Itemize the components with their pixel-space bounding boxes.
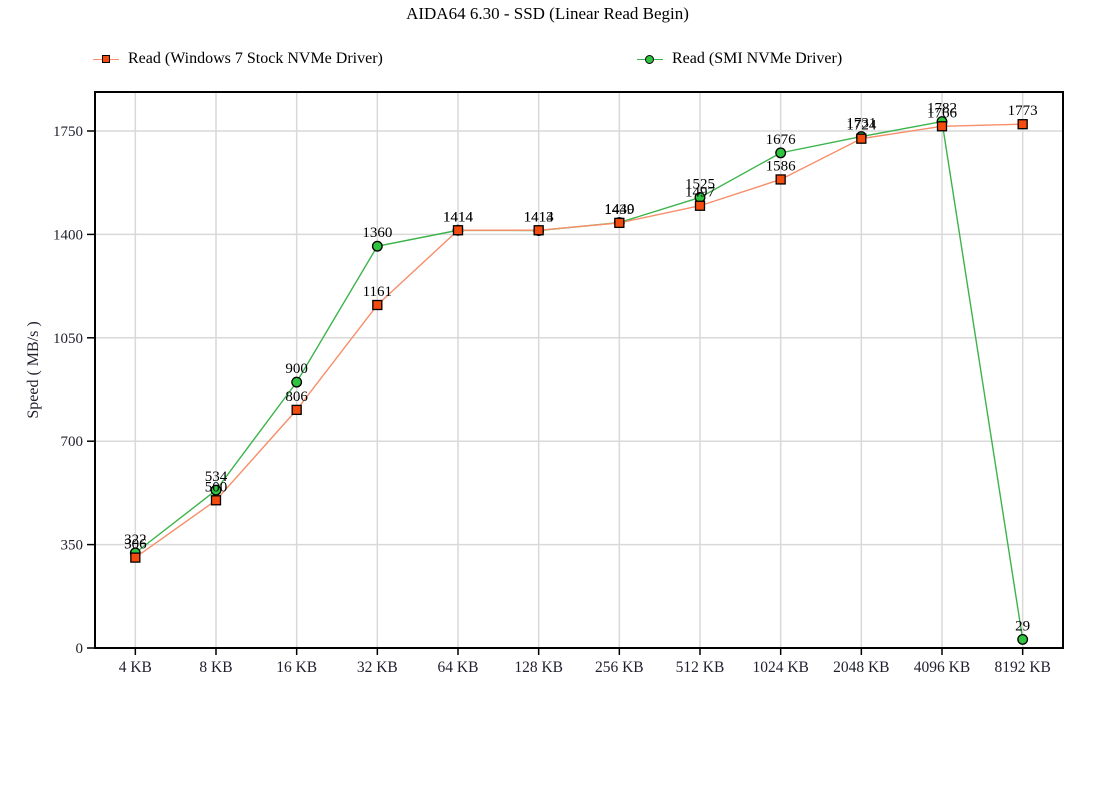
data-point-label: 322: [124, 532, 147, 548]
data-point-label: 534: [205, 469, 228, 485]
x-tick-label: 2048 KB: [833, 659, 889, 676]
data-point-marker: [614, 217, 625, 229]
data-point-label: 1724: [846, 118, 877, 134]
data-point-label: 806: [285, 389, 308, 405]
gridlines: [95, 92, 1063, 648]
x-tick-label: 32 KB: [357, 659, 398, 676]
data-point-marker: [533, 225, 544, 236]
data-point-label: 1161: [363, 284, 392, 300]
circle-marker-icon: [645, 54, 654, 64]
legend-marker-circle-icon: [637, 54, 663, 65]
x-tick-label: 4 KB: [119, 659, 152, 676]
data-point-marker: [130, 552, 141, 563]
data-point-marker: [1017, 119, 1028, 130]
axes: 0 350 700 1050 1400 1750 4 KB 8 KB 16 KB 32 KB 64 …: [53, 124, 1051, 676]
x-tick-label: 128 KB: [514, 659, 563, 676]
y-tick-label: 1400: [53, 227, 83, 243]
data-point-marker: [210, 484, 222, 496]
y-tick-label: 700: [61, 434, 84, 450]
data-point-label: 1414: [443, 209, 474, 225]
data-point-marker: [694, 200, 706, 211]
data-point-label: 1413: [524, 210, 554, 226]
data-point-label: 1525: [685, 176, 715, 192]
x-tick-label: 16 KB: [276, 659, 317, 676]
point-labels: 306 500 806 1161 1414 1414 1439 1497 1586 1724 176…: [124, 103, 1038, 552]
y-tick-label: 350: [61, 538, 84, 554]
series-line: [134, 123, 1023, 559]
data-point-marker: [371, 240, 383, 252]
data-point-label: 500: [205, 479, 228, 495]
x-tick-label: 4096 KB: [914, 659, 970, 676]
x-tick-label: 256 KB: [595, 659, 644, 676]
data-point-label: 1414: [443, 209, 474, 225]
legend-label-stock-nvme: Read (Windows 7 Stock NVMe Driver): [128, 50, 383, 67]
x-tick-label: 8192 KB: [994, 659, 1050, 676]
data-point-label: 1766: [927, 105, 958, 121]
y-axis-title: Speed ( MB/s ): [25, 321, 42, 418]
plot-frame: [94, 91, 1064, 649]
data-point-label: 1773: [1008, 103, 1038, 119]
data-point-marker: [291, 404, 302, 416]
legend-label-smi-nvme: Read (SMI NVMe Driver): [672, 50, 843, 67]
series-circle: [129, 116, 1029, 645]
data-point-label: 1782: [927, 101, 957, 117]
square-marker-icon: [102, 55, 110, 63]
data-point-marker: [210, 495, 222, 506]
x-tick-label: 1024 KB: [752, 659, 808, 676]
data-point-label: 1360: [362, 225, 392, 241]
data-point-label: 1676: [766, 132, 797, 148]
data-point-marker: [372, 299, 383, 311]
data-point-marker: [1017, 633, 1029, 645]
data-point-marker: [775, 174, 786, 185]
y-tick-label: 0: [76, 641, 84, 657]
data-point-label: 29: [1015, 618, 1030, 634]
data-point-marker: [936, 121, 948, 132]
x-tick-label: 512 KB: [676, 659, 725, 676]
data-point-marker: [775, 147, 787, 159]
y-tick-label: 1750: [53, 124, 83, 140]
data-point-label: 1497: [685, 185, 716, 201]
data-point-label: 1439: [604, 202, 634, 218]
data-point-label: 900: [285, 361, 308, 377]
data-point-label: 1440: [604, 202, 634, 218]
data-point-label: 1586: [766, 158, 797, 174]
series-line: [134, 120, 1024, 640]
chart-title: AIDA64 6.30 - SSD (Linear Read Begin): [406, 4, 689, 23]
legend-marker-square-icon: [93, 54, 119, 65]
data-point-marker: [856, 133, 867, 144]
data-point-label: 1731: [846, 116, 876, 132]
x-tick-label: 8 KB: [199, 659, 232, 676]
data-point-marker: [452, 225, 464, 236]
series-square: [130, 119, 1028, 563]
data-point-label: 306: [124, 537, 147, 553]
data-point-label: 1414: [524, 209, 555, 225]
y-tick-label: 1050: [53, 331, 83, 347]
legend-item-stock-nvme: Read (Windows 7 Stock NVMe Driver): [93, 50, 383, 68]
legend-item-smi-nvme: Read (SMI NVMe Driver): [637, 50, 842, 68]
data-point-marker: [291, 376, 303, 388]
x-tick-label: 64 KB: [438, 659, 479, 676]
